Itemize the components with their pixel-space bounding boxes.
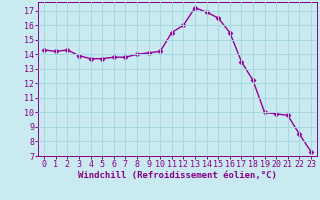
X-axis label: Windchill (Refroidissement éolien,°C): Windchill (Refroidissement éolien,°C) — [78, 171, 277, 180]
